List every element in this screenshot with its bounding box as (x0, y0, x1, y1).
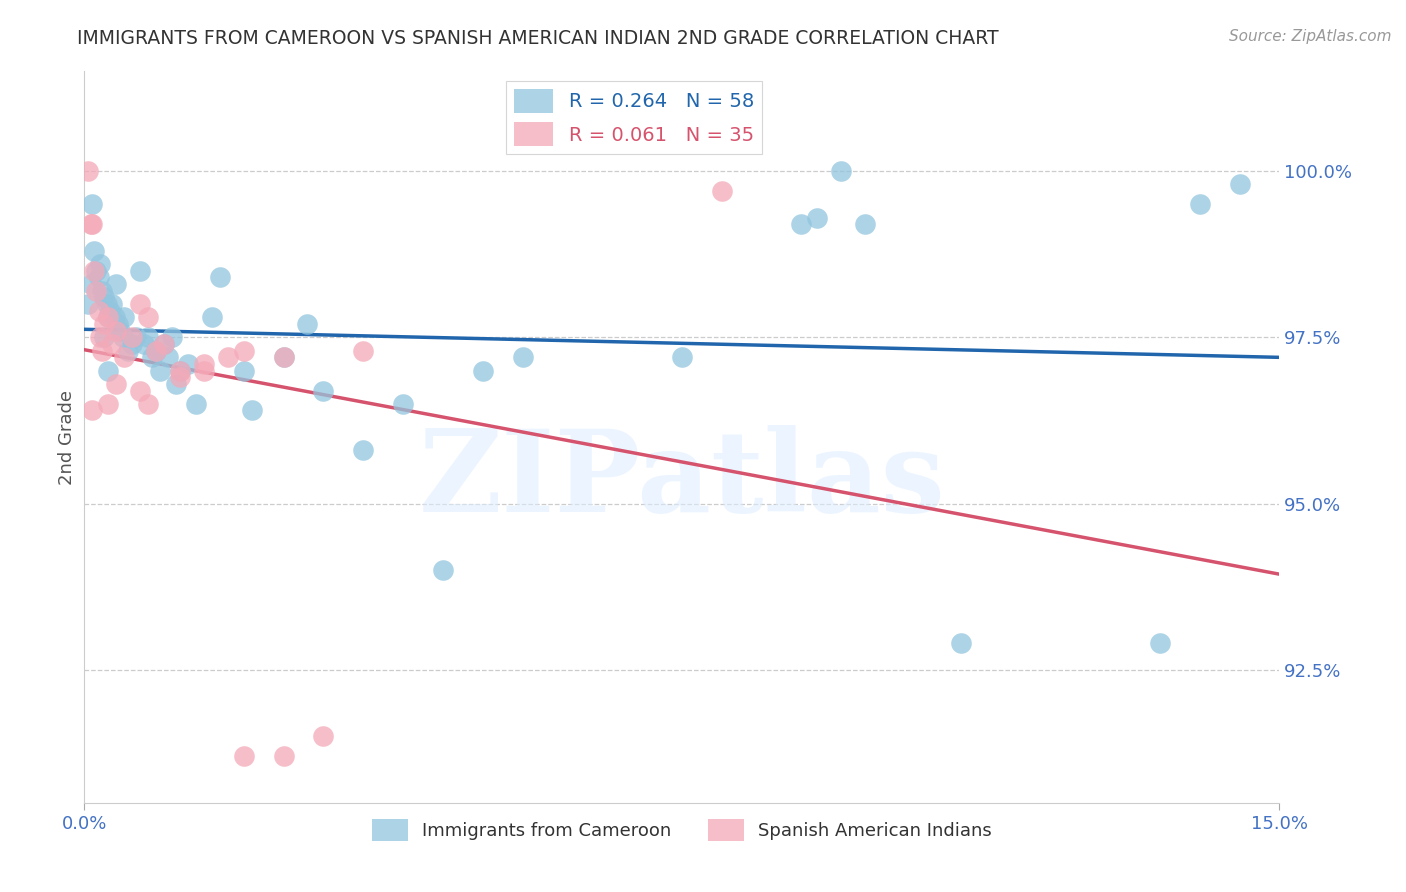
Point (352, 343, 374, 358)
Point (98, 303, 121, 318)
Point (149, 363, 172, 377)
Point (77, 297, 100, 311)
Point (273, 749, 295, 764)
Point (129, 384, 152, 398)
Point (90, 343, 112, 358)
Point (132, 337, 156, 351)
Point (82, 197, 104, 211)
Point (93, 290, 115, 304)
Point (80, 217, 103, 231)
Point (273, 351, 295, 365)
Point (107, 317, 129, 331)
Point (157, 351, 180, 365)
Point (177, 357, 200, 371)
Point (352, 443, 374, 458)
Point (145, 343, 167, 358)
Point (1188, 197, 1211, 211)
Text: Source: ZipAtlas.com: Source: ZipAtlas.com (1229, 29, 1392, 44)
Point (82, 217, 104, 231)
Point (87, 270, 110, 285)
Point (312, 384, 335, 398)
Point (193, 363, 215, 377)
Point (392, 397, 415, 411)
Point (129, 297, 152, 311)
Point (201, 310, 224, 325)
Point (193, 357, 215, 371)
Point (208, 270, 231, 285)
Point (432, 563, 454, 577)
Point (93, 330, 115, 344)
Point (117, 343, 139, 358)
Point (853, 217, 876, 231)
Point (169, 363, 191, 377)
Point (232, 749, 254, 764)
Point (312, 729, 335, 743)
Point (830, 164, 852, 178)
Text: IMMIGRANTS FROM CAMEROON VS SPANISH AMERICAN INDIAN 2ND GRADE CORRELATION CHART: IMMIGRANTS FROM CAMEROON VS SPANISH AMER… (77, 29, 998, 47)
Point (160, 330, 183, 344)
Legend: Immigrants from Cameroon, Spanish American Indians: Immigrants from Cameroon, Spanish Americ… (364, 812, 1000, 848)
Point (806, 211, 828, 225)
Point (1149, 636, 1171, 650)
Point (80, 277, 103, 292)
Point (1229, 178, 1251, 192)
Point (83, 264, 105, 278)
Point (949, 636, 972, 650)
Text: ZIPatlas: ZIPatlas (419, 425, 945, 536)
Point (86, 264, 108, 278)
Point (153, 337, 176, 351)
Point (184, 397, 207, 411)
Point (105, 376, 128, 391)
Point (153, 337, 176, 351)
Point (83, 244, 105, 258)
Point (232, 363, 254, 377)
Point (97, 397, 120, 411)
Point (89, 330, 111, 344)
Point (86, 284, 108, 298)
Point (87, 303, 110, 318)
Point (105, 324, 128, 338)
Point (471, 363, 494, 377)
Y-axis label: 2nd Grade: 2nd Grade (58, 390, 76, 484)
Point (110, 324, 132, 338)
Point (97, 363, 120, 377)
Point (97, 310, 120, 325)
Point (121, 337, 143, 351)
Point (136, 397, 159, 411)
Point (297, 317, 319, 331)
Point (129, 264, 152, 278)
Point (93, 317, 115, 331)
Point (136, 310, 159, 325)
Point (90, 284, 112, 298)
Point (104, 310, 127, 325)
Point (671, 351, 693, 365)
Point (710, 184, 733, 198)
Point (121, 330, 143, 344)
Point (125, 330, 148, 344)
Point (169, 370, 191, 384)
Point (105, 277, 128, 292)
Point (96, 297, 118, 311)
Point (97, 310, 120, 325)
Point (169, 363, 191, 377)
Point (790, 217, 813, 231)
Point (273, 351, 295, 365)
Point (111, 330, 134, 344)
Point (77, 164, 100, 178)
Point (112, 310, 135, 325)
Point (101, 337, 124, 351)
Point (89, 257, 111, 271)
Point (145, 343, 167, 358)
Point (136, 330, 159, 344)
Point (165, 376, 187, 391)
Point (82, 403, 104, 417)
Point (232, 343, 254, 358)
Point (240, 403, 263, 417)
Point (141, 351, 163, 365)
Point (112, 351, 135, 365)
Point (217, 351, 239, 365)
Point (101, 297, 124, 311)
Point (512, 351, 534, 365)
